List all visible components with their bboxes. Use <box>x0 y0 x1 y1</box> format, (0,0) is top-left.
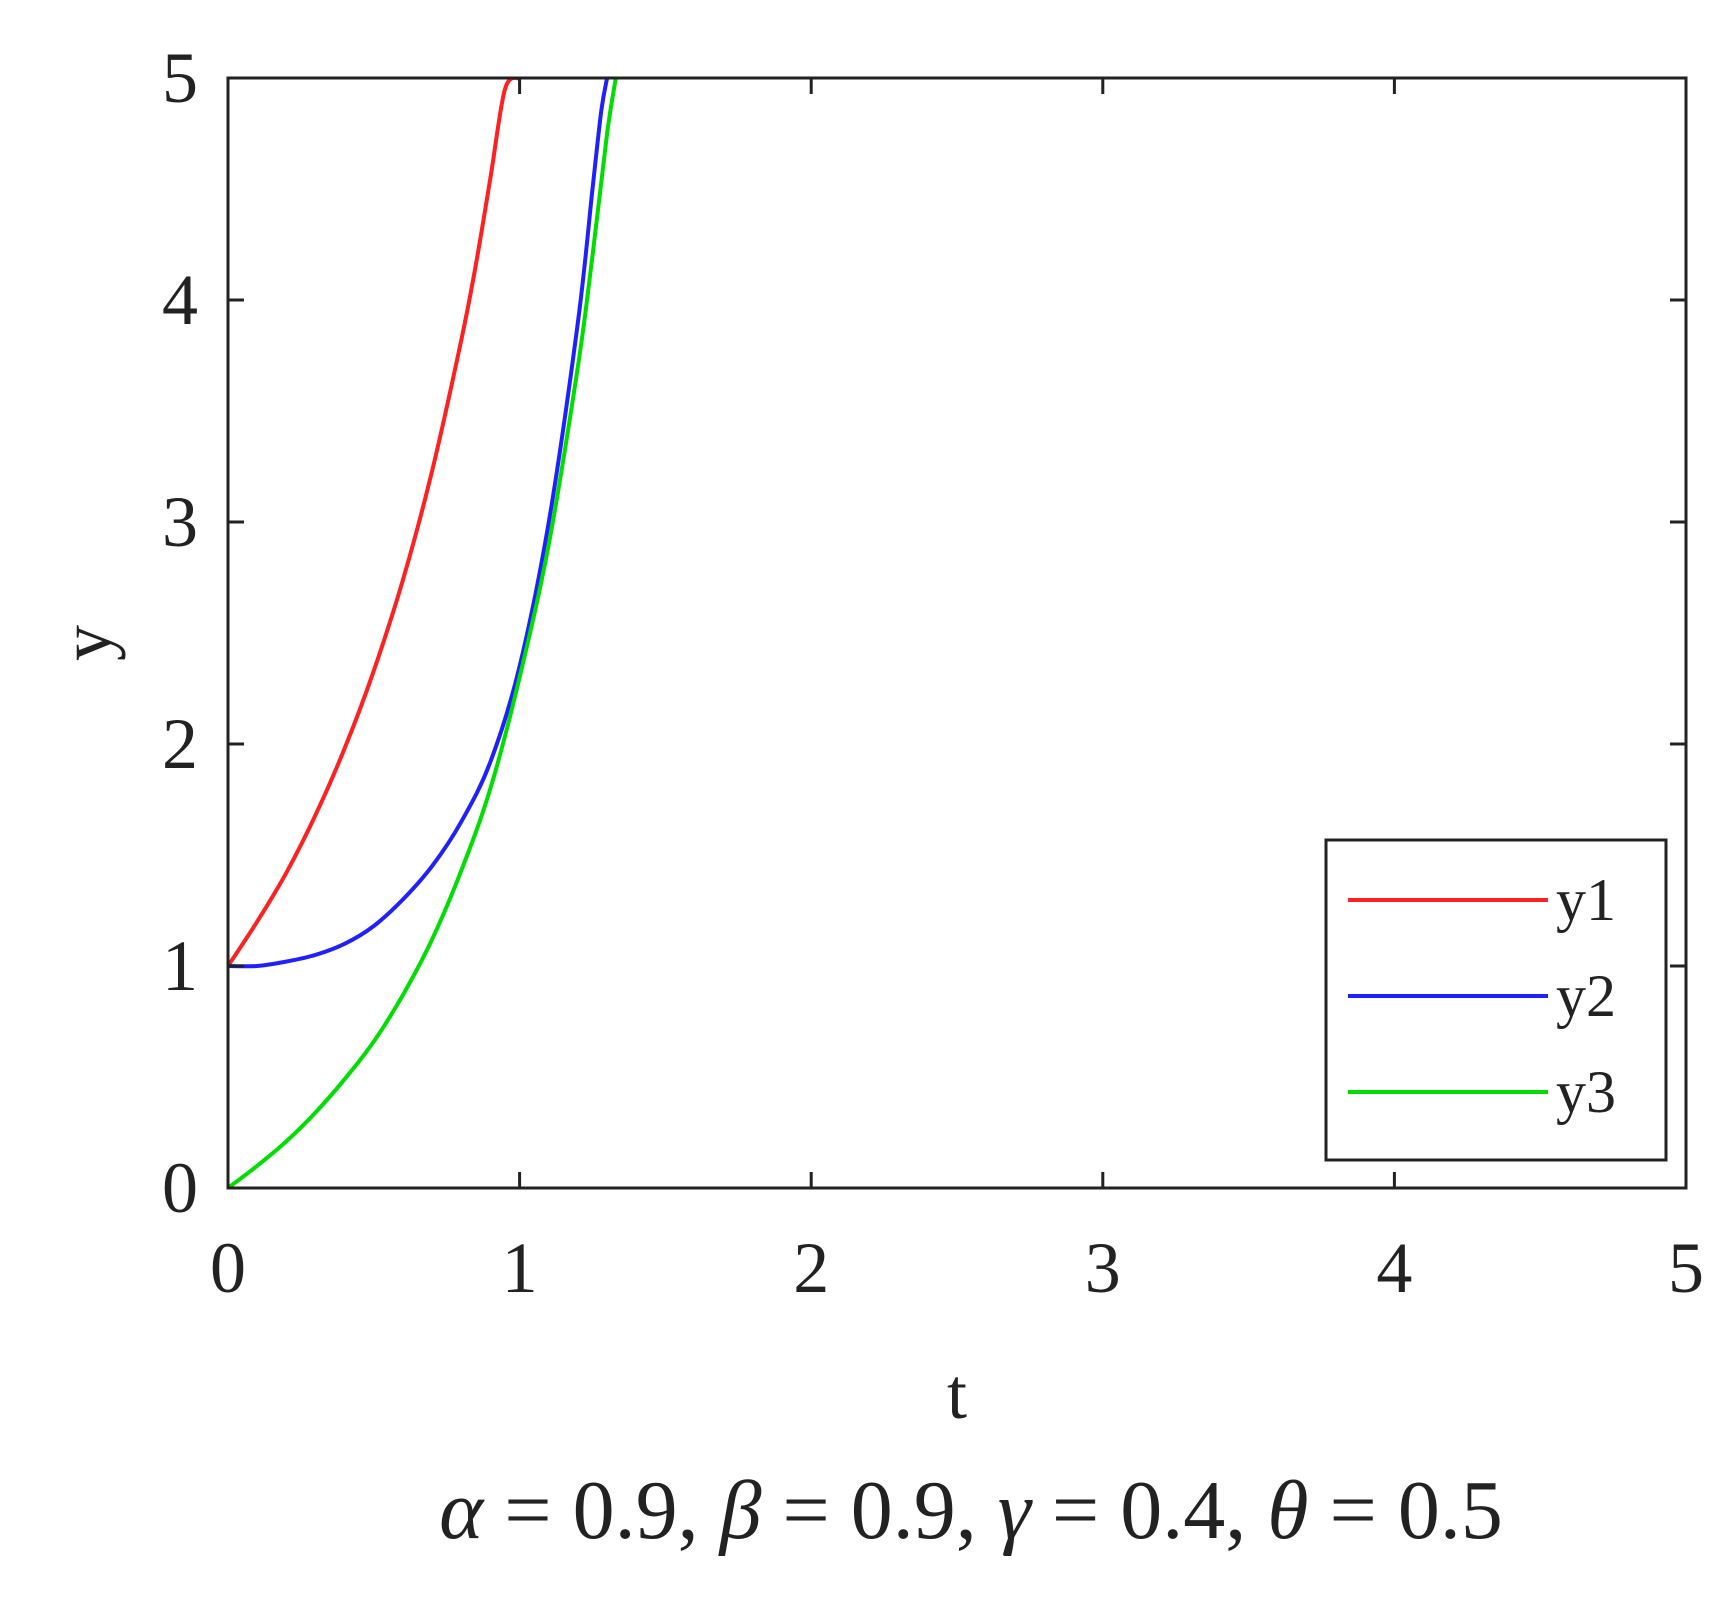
param-symbol: θ <box>1267 1464 1308 1557</box>
series-group <box>228 78 618 1188</box>
param-separator: , <box>1225 1464 1267 1557</box>
y-tick-label: 1 <box>162 926 198 1006</box>
param-value: 0.9 <box>851 1464 956 1557</box>
param-separator: , <box>678 1464 720 1557</box>
y-tick-label: 4 <box>162 260 198 340</box>
legend-label-y1: y1 <box>1556 867 1616 933</box>
x-tick-label: 5 <box>1668 1228 1704 1308</box>
y-axis-label: y <box>46 625 126 661</box>
parameter-caption: α = 0.9, β = 0.9, γ = 0.4, θ = 0.5 <box>439 1464 1503 1557</box>
plot-area <box>228 78 1686 1188</box>
axes: 0 1 2 3 4 5 0 1 2 3 4 5 <box>162 38 1704 1308</box>
legend-label-y3: y3 <box>1556 1059 1616 1125</box>
param-symbol: β <box>718 1464 762 1557</box>
param-equals: = <box>761 1464 850 1557</box>
legend-label-y2: y2 <box>1556 963 1616 1029</box>
param-equals: = <box>1309 1464 1398 1557</box>
legend-box <box>1324 838 1668 1162</box>
series-line-y2 <box>228 78 610 969</box>
series-line-y1 <box>228 78 521 968</box>
param-value: 0.4 <box>1120 1464 1225 1557</box>
x-tick-label: 2 <box>793 1228 829 1308</box>
param-symbol: γ <box>998 1464 1033 1557</box>
plot-frame <box>226 76 1688 1190</box>
param-equals: = <box>483 1464 572 1557</box>
x-tick-label: 0 <box>210 1228 246 1308</box>
y-tick-label: 2 <box>162 704 198 784</box>
x-tick-label: 4 <box>1376 1228 1412 1308</box>
param-separator: , <box>956 1464 998 1557</box>
param-value: 0.5 <box>1398 1464 1503 1557</box>
x-axis-label: t <box>947 1354 967 1434</box>
y-tick-label: 0 <box>162 1148 198 1228</box>
param-equals: = <box>1031 1464 1120 1557</box>
x-tick-label: 3 <box>1085 1228 1121 1308</box>
series-line-y3 <box>228 78 618 1188</box>
x-tick-label: 1 <box>502 1228 538 1308</box>
y-tick-label: 5 <box>162 38 198 118</box>
param-symbol: α <box>439 1464 485 1557</box>
y-tick-label: 3 <box>162 482 198 562</box>
param-value: 0.9 <box>573 1464 678 1557</box>
legend: y1 y2 y3 <box>1324 838 1668 1162</box>
